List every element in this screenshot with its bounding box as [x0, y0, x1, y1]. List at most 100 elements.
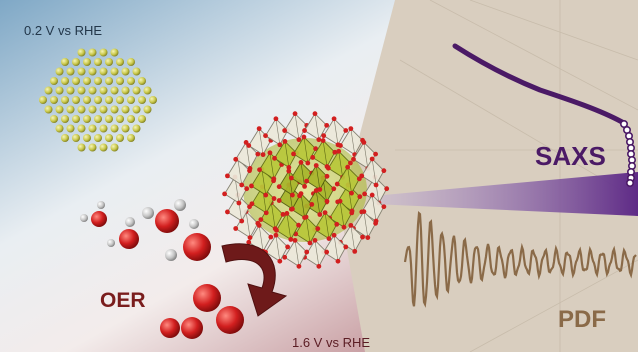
oxygen-atom: [335, 258, 341, 264]
oxygen-atom: [288, 175, 294, 181]
oxygen-atom: [331, 116, 337, 122]
metal-atom: [121, 86, 130, 95]
oxygen-atom: [337, 198, 343, 204]
metal-atom: [116, 134, 124, 142]
oxygen-atom: [369, 156, 375, 162]
oxygen-atom: [285, 244, 291, 250]
oxygen-atom: [271, 176, 277, 182]
oxygen-atom: [302, 184, 307, 189]
metal-atom: [110, 86, 119, 95]
metal-atom: [121, 105, 130, 114]
oxygen-atom: [239, 218, 245, 224]
oxygen-sphere: [155, 209, 179, 233]
oxygen-atom: [249, 201, 255, 207]
metal-atom: [127, 96, 135, 104]
oxygen-atom: [343, 244, 349, 250]
metal-atom: [110, 143, 119, 152]
oxygen-atom: [276, 184, 282, 190]
oxygen-atom: [317, 212, 323, 217]
oxygen-atom: [244, 186, 250, 192]
oxygen-atom: [307, 240, 313, 246]
metal-atom: [88, 124, 97, 133]
oxygen-atom: [324, 173, 330, 179]
metal-atom: [127, 58, 135, 66]
metal-atom: [72, 58, 80, 66]
metal-atom: [83, 77, 91, 85]
oxygen-atom: [255, 151, 261, 157]
oxygen-atom: [239, 182, 245, 188]
metal-atom: [94, 77, 102, 85]
oxygen-atom: [277, 258, 283, 264]
metal-atom: [94, 115, 102, 123]
metal-atom: [116, 58, 124, 66]
metal-atom: [99, 48, 108, 57]
oxygen-atom: [247, 165, 253, 171]
metal-atom: [61, 77, 69, 85]
metal-atom: [50, 115, 58, 123]
hydrogen-sphere: [189, 219, 199, 229]
metal-atom: [138, 96, 146, 104]
metal-atom: [83, 134, 91, 142]
metal-atom: [127, 115, 135, 123]
hydrogen-sphere: [125, 217, 135, 227]
oxygen-atom: [320, 138, 326, 143]
oxygen-atom: [381, 168, 387, 174]
oxygen-atom: [247, 235, 253, 241]
oxygen-atom: [225, 209, 230, 215]
metal-atom: [55, 105, 64, 114]
oxygen-atom: [324, 198, 330, 204]
metal-atom: [149, 96, 157, 104]
oxygen-sphere: [216, 306, 244, 334]
oxygen-atom: [301, 134, 307, 140]
oxygen-sphere: [91, 211, 107, 227]
metal-atom: [105, 58, 113, 66]
oxygen-atom: [282, 254, 288, 260]
oxygen-atom: [258, 217, 264, 222]
metal-atom: [77, 67, 86, 76]
scattering-panel: [340, 0, 638, 352]
metal-atom: [72, 134, 80, 142]
metal-atom: [72, 115, 80, 123]
oxygen-atom: [271, 196, 277, 201]
hydrogen-sphere: [107, 239, 115, 247]
oxygen-atom: [326, 236, 332, 242]
oxygen-atom: [292, 237, 298, 243]
metal-atom: [77, 105, 86, 114]
metal-atom: [105, 134, 113, 142]
oxygen-atom: [324, 249, 330, 255]
oxygen-atom: [296, 222, 301, 228]
oxygen-atom: [316, 137, 322, 143]
oxygen-atom: [325, 165, 331, 171]
oxygen-atom: [305, 160, 311, 166]
metal-atom: [61, 96, 69, 104]
oxygen-sphere: [193, 284, 221, 312]
oxygen-atom: [316, 263, 322, 269]
oxygen-atom: [369, 192, 375, 198]
oxygen-atom: [246, 239, 252, 245]
oxygen-atom: [352, 248, 358, 254]
metal-atom: [132, 105, 141, 114]
hydrogen-sphere: [174, 199, 186, 211]
metal-atom: [77, 143, 86, 152]
oxygen-atom: [282, 128, 288, 133]
oxygen-atom: [348, 222, 354, 228]
oxygen-atom: [322, 210, 328, 216]
hydrogen-sphere: [142, 207, 154, 219]
metal-atom: [110, 48, 119, 57]
oxygen-sphere: [160, 318, 180, 338]
oxygen-atom: [365, 235, 371, 241]
metal-atom: [66, 67, 75, 76]
oxygen-atom: [384, 186, 390, 192]
metal-atom: [72, 77, 80, 85]
oxygen-atom: [309, 201, 315, 207]
oxygen-atom: [233, 226, 239, 231]
metal-atom: [94, 134, 102, 142]
metal-atom: [132, 67, 141, 76]
saxs-point: [625, 179, 634, 188]
oxygen-atom: [286, 164, 292, 170]
oxygen-atom: [349, 210, 355, 216]
oxygen-atom: [332, 149, 338, 155]
oxygen-atom: [338, 143, 343, 148]
